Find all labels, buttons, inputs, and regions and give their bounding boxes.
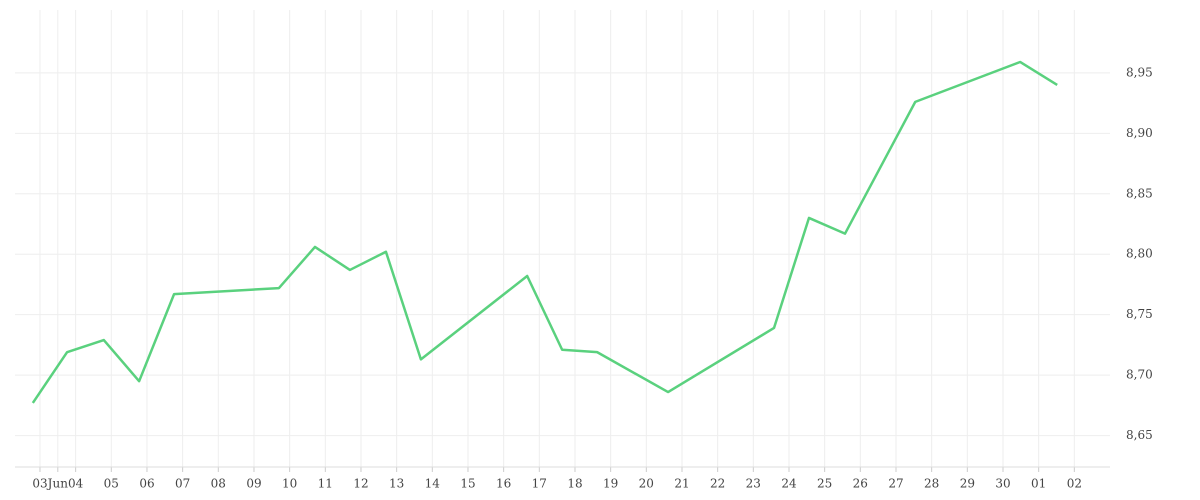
x-tick-label: 05 [104,477,119,491]
y-tick-label: 8,90 [1126,126,1153,140]
x-tick-label: 28 [924,477,939,491]
x-tick-label: 13 [389,477,404,491]
x-tick-label: 17 [532,477,547,491]
x-tick-label: 19 [603,477,618,491]
x-tick-label: 14 [425,477,441,491]
x-tick-label: 11 [318,477,333,491]
x-tick-label: 23 [746,477,761,491]
y-tick-label: 8,95 [1126,65,1153,79]
x-tick-label: 01 [1031,477,1046,491]
x-tick-label: Jun [46,477,69,491]
x-tick-label: 26 [853,477,868,491]
x-tick-label: 22 [710,477,725,491]
x-tick-label: 27 [888,477,903,491]
x-tick-label: 25 [817,477,832,491]
x-tick-label: 03 [32,477,47,491]
x-tick-label: 09 [246,477,261,491]
x-tick-label: 18 [567,477,582,491]
y-tick-label: 8,70 [1126,368,1153,382]
x-tick-label: 12 [353,477,368,491]
x-tick-label: 21 [674,477,689,491]
x-tick-label: 16 [496,477,511,491]
x-tick-label: 04 [68,477,84,491]
x-tick-label: 30 [995,477,1010,491]
line [31,60,1058,404]
x-tick-label: 24 [781,477,797,491]
x-tick-label: 07 [175,477,190,491]
x-tick-label: 15 [460,477,475,491]
x-tick-label: 10 [282,477,297,491]
x-tick-label: 20 [639,477,654,491]
y-tick-label: 8,80 [1126,247,1153,261]
x-tick-label: 29 [960,477,975,491]
x-tick-label: 02 [1067,477,1082,491]
y-tick-label: 8,85 [1126,186,1153,200]
y-tick-label: 8,75 [1126,307,1153,321]
y-tick-label: 8,65 [1126,428,1153,442]
x-tick-label: 06 [139,477,154,491]
x-tick-label: 08 [211,477,226,491]
